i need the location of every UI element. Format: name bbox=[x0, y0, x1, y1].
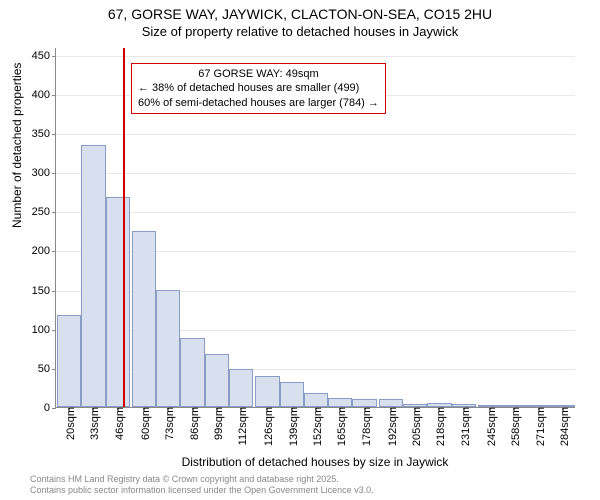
x-tick-label: 73sqm bbox=[160, 407, 176, 440]
y-tick-label: 50 bbox=[38, 363, 56, 375]
histogram-bar bbox=[156, 290, 180, 407]
x-tick-label: 284sqm bbox=[555, 407, 571, 446]
gridline bbox=[56, 134, 575, 135]
x-tick-label: 178sqm bbox=[357, 407, 373, 446]
histogram-bar bbox=[328, 398, 352, 407]
x-tick-label: 86sqm bbox=[185, 407, 201, 440]
x-tick-label: 20sqm bbox=[61, 407, 77, 440]
plot-area: 05010015020025030035040045020sqm33sqm46s… bbox=[55, 48, 575, 408]
x-tick-label: 60sqm bbox=[136, 407, 152, 440]
x-tick-label: 192sqm bbox=[383, 407, 399, 446]
footer-line-1: Contains HM Land Registry data © Crown c… bbox=[30, 474, 374, 485]
annotation-line-2: ← 38% of detached houses are smaller (49… bbox=[138, 81, 379, 95]
annotation-line-1: 67 GORSE WAY: 49sqm bbox=[138, 67, 379, 81]
histogram-bar bbox=[304, 393, 328, 407]
x-tick-label: 126sqm bbox=[259, 407, 275, 446]
annotation-box: 67 GORSE WAY: 49sqm← 38% of detached hou… bbox=[131, 63, 386, 114]
y-tick-label: 350 bbox=[32, 128, 56, 140]
y-tick-label: 0 bbox=[44, 402, 56, 414]
x-axis-label: Distribution of detached houses by size … bbox=[55, 455, 575, 469]
histogram-bar bbox=[229, 369, 253, 407]
histogram-bar bbox=[379, 399, 403, 407]
histogram-bar bbox=[57, 315, 81, 407]
x-tick-label: 165sqm bbox=[332, 407, 348, 446]
y-tick-label: 200 bbox=[32, 245, 56, 257]
chart-title-main: 67, GORSE WAY, JAYWICK, CLACTON-ON-SEA, … bbox=[0, 6, 600, 22]
histogram-bar bbox=[81, 145, 105, 407]
histogram-bar bbox=[280, 382, 304, 407]
y-axis-label: Number of detached properties bbox=[10, 63, 24, 228]
chart-footer: Contains HM Land Registry data © Crown c… bbox=[30, 474, 374, 496]
histogram-bar bbox=[352, 399, 376, 407]
x-tick-label: 139sqm bbox=[284, 407, 300, 446]
x-tick-label: 218sqm bbox=[431, 407, 447, 446]
x-tick-label: 33sqm bbox=[85, 407, 101, 440]
x-tick-label: 112sqm bbox=[233, 407, 249, 445]
x-tick-label: 258sqm bbox=[506, 407, 522, 446]
gridline bbox=[56, 212, 575, 213]
y-tick-label: 250 bbox=[32, 206, 56, 218]
gridline bbox=[56, 173, 575, 174]
chart-container: 67, GORSE WAY, JAYWICK, CLACTON-ON-SEA, … bbox=[0, 0, 600, 500]
y-tick-label: 450 bbox=[32, 50, 56, 62]
x-tick-label: 205sqm bbox=[407, 407, 423, 446]
chart-title-sub: Size of property relative to detached ho… bbox=[0, 24, 600, 39]
x-tick-label: 271sqm bbox=[531, 407, 547, 446]
x-tick-label: 99sqm bbox=[209, 407, 225, 440]
y-tick-label: 150 bbox=[32, 285, 56, 297]
footer-line-2: Contains public sector information licen… bbox=[30, 485, 374, 496]
y-tick-label: 400 bbox=[32, 89, 56, 101]
x-tick-label: 46sqm bbox=[110, 407, 126, 440]
annotation-line-3: 60% of semi-detached houses are larger (… bbox=[138, 96, 379, 110]
x-tick-label: 245sqm bbox=[482, 407, 498, 446]
histogram-bar bbox=[255, 376, 279, 407]
histogram-bar bbox=[180, 338, 204, 407]
reference-line bbox=[123, 48, 125, 407]
histogram-bar bbox=[205, 354, 229, 407]
histogram-bar bbox=[106, 197, 130, 407]
x-tick-label: 152sqm bbox=[308, 407, 324, 446]
gridline bbox=[56, 56, 575, 57]
y-tick-label: 100 bbox=[32, 324, 56, 336]
x-tick-label: 231sqm bbox=[456, 407, 472, 446]
y-tick-label: 300 bbox=[32, 167, 56, 179]
histogram-bar bbox=[132, 231, 156, 407]
